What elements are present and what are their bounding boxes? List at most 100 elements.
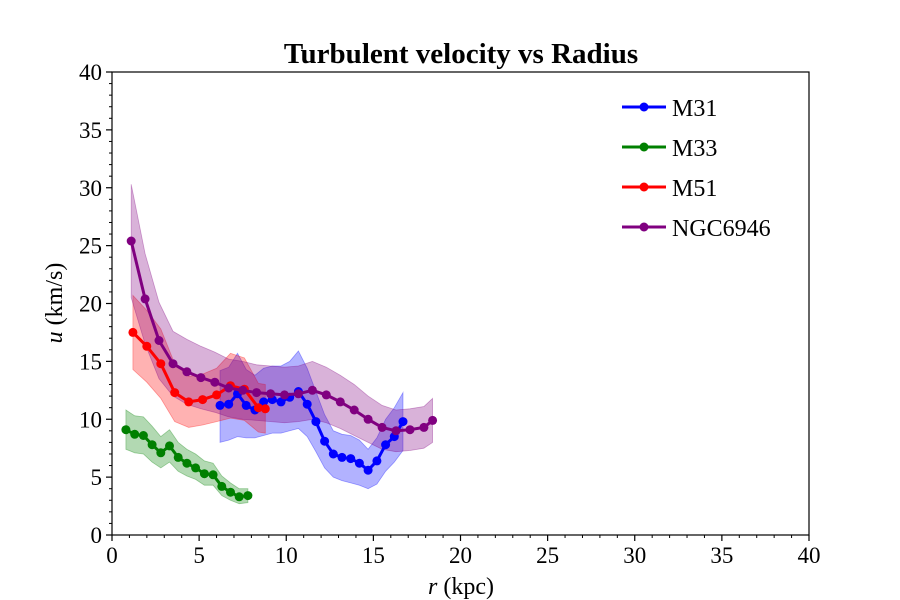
data-point-m33 (191, 463, 201, 473)
data-point-m33 (208, 470, 218, 480)
band-ngc6946 (130, 184, 434, 453)
data-point-m33 (165, 441, 174, 451)
data-point-m31 (259, 397, 269, 407)
data-point-m31 (241, 400, 251, 410)
data-point-m31 (328, 449, 338, 459)
chart-title: Turbulent velocity vs Radius (284, 38, 638, 70)
data-point-m51 (212, 390, 222, 400)
data-point-m51 (156, 359, 166, 369)
y-tick-label: 30 (79, 176, 102, 201)
x-tick-label: 40 (798, 543, 821, 568)
data-point-m51 (253, 403, 263, 413)
data-point-m33 (138, 431, 148, 440)
data-point-m33 (226, 487, 235, 497)
data-point-m31 (224, 399, 234, 409)
data-point-ngc6946 (224, 383, 234, 393)
data-point-ngc6946 (377, 422, 387, 432)
data-point-m33 (182, 458, 192, 468)
y-axis-variable: u (42, 331, 68, 343)
y-tick-label: 10 (79, 407, 102, 432)
data-point-ngc6946 (405, 425, 415, 435)
data-point-m33 (121, 425, 131, 435)
series-line-m31 (219, 390, 405, 472)
legend-marker-m33 (639, 142, 649, 152)
data-point-m33 (199, 469, 209, 479)
data-point-ngc6946 (210, 377, 220, 387)
data-point-ngc6946 (391, 426, 401, 436)
confidence-bands (125, 184, 434, 505)
x-tick-label: 15 (362, 543, 385, 568)
x-tick-label: 35 (710, 543, 733, 568)
legend-marker-m51 (639, 182, 649, 192)
y-tick-label: 15 (79, 349, 102, 374)
data-point-ngc6946 (419, 422, 429, 432)
data-point-m31 (354, 458, 364, 468)
y-axis-label: u (km/s) (42, 263, 68, 344)
data-point-m31 (398, 417, 408, 427)
data-point-ngc6946 (168, 359, 178, 369)
data-point-ngc6946 (126, 236, 136, 246)
y-tick-label: 20 (79, 292, 102, 317)
data-point-m33 (243, 491, 253, 501)
data-point-m31 (372, 456, 382, 466)
data-point-m31 (381, 440, 391, 450)
y-tick-label: 25 (79, 234, 102, 259)
y-tick-label: 5 (91, 465, 103, 490)
data-point-m51 (128, 327, 138, 337)
x-tick-label: 30 (623, 543, 646, 568)
data-point-m31 (346, 454, 356, 464)
data-point-ngc6946 (428, 415, 438, 425)
legend-label-m33: M33 (672, 136, 717, 162)
data-point-m31 (215, 400, 225, 410)
legend-label-m31: M31 (672, 96, 717, 122)
data-point-m33 (173, 452, 183, 462)
x-tick-label: 20 (449, 543, 472, 568)
x-axis-unit: (kpc) (437, 574, 494, 600)
data-point-ngc6946 (307, 385, 317, 395)
data-point-m31 (320, 436, 330, 446)
band-m31 (219, 350, 404, 490)
data-point-m51 (142, 341, 152, 351)
data-point-ngc6946 (140, 294, 150, 304)
x-tick-label: 0 (106, 543, 118, 568)
x-axis-ticks: 0 5 10 15 20 25 30 35 40 (106, 535, 821, 568)
x-axis-variable: r (428, 574, 438, 600)
x-tick-label: 25 (536, 543, 559, 568)
y-tick-label: 35 (79, 118, 102, 143)
data-point-ngc6946 (266, 389, 276, 399)
data-point-m31 (311, 417, 321, 427)
data-point-m31 (276, 397, 286, 407)
data-point-ngc6946 (196, 373, 206, 383)
legend-marker-ngc6946 (639, 222, 649, 232)
data-point-m33 (217, 481, 227, 491)
data-point-ngc6946 (293, 389, 303, 399)
data-point-ngc6946 (335, 397, 345, 407)
x-axis-label: r (kpc) (428, 574, 494, 600)
x-tick-label: 5 (193, 543, 205, 568)
series-lines (121, 236, 438, 502)
data-point-ngc6946 (280, 390, 289, 400)
data-point-ngc6946 (363, 414, 373, 424)
data-point-ngc6946 (154, 336, 164, 345)
data-point-m33 (147, 440, 157, 450)
x-tick-label: 10 (275, 543, 298, 568)
data-point-ngc6946 (182, 367, 192, 377)
data-point-m31 (337, 452, 347, 462)
y-axis-unit: (km/s) (42, 263, 68, 332)
y-tick-label: 40 (79, 60, 102, 85)
y-axis-ticks: 0 5 10 15 20 25 30 35 40 (79, 60, 112, 548)
data-point-m51 (184, 397, 194, 407)
data-point-m51 (260, 404, 270, 414)
data-point-ngc6946 (238, 385, 248, 395)
data-point-m33 (130, 429, 140, 439)
legend-marker-m31 (639, 102, 649, 112)
y-tick-label: 0 (91, 523, 103, 548)
data-point-m31 (363, 465, 373, 475)
legend: M31 M33 M51 NGC6946 (622, 96, 771, 242)
data-point-m51 (170, 388, 180, 398)
legend-label-ngc6946: NGC6946 (672, 216, 771, 242)
data-point-m33 (156, 448, 166, 458)
data-point-ngc6946 (349, 405, 359, 415)
data-point-m51 (198, 395, 208, 405)
